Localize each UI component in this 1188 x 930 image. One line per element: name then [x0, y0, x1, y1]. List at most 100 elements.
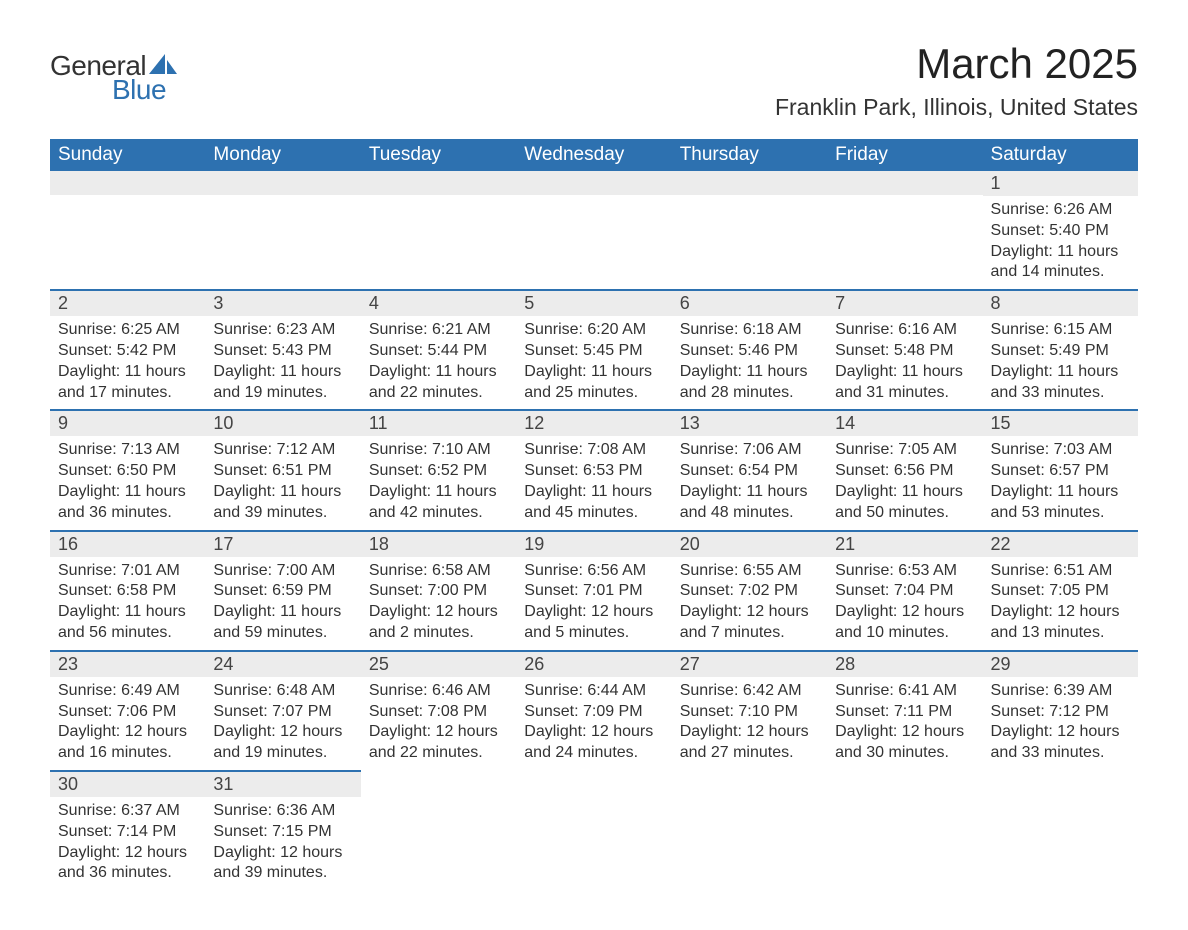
- day-number: [516, 171, 671, 195]
- location-text: Franklin Park, Illinois, United States: [775, 94, 1138, 121]
- day-details: Sunrise: 7:00 AMSunset: 6:59 PMDaylight:…: [205, 557, 360, 650]
- day-details: Sunrise: 7:05 AMSunset: 6:56 PMDaylight:…: [827, 436, 982, 529]
- calendar-day-cell: 26Sunrise: 6:44 AMSunset: 7:09 PMDayligh…: [516, 651, 671, 771]
- day-number: 12: [516, 411, 671, 436]
- day-details: Sunrise: 6:36 AMSunset: 7:15 PMDaylight:…: [205, 797, 360, 890]
- day-number: 15: [983, 411, 1138, 436]
- day-dl1: Daylight: 11 hours: [524, 482, 663, 503]
- day-dl2: and 39 minutes.: [213, 863, 352, 884]
- calendar-day-cell: 15Sunrise: 7:03 AMSunset: 6:57 PMDayligh…: [983, 410, 1138, 530]
- title-block: March 2025 Franklin Park, Illinois, Unit…: [775, 40, 1138, 121]
- day-details: [827, 795, 982, 805]
- day-number: 11: [361, 411, 516, 436]
- day-details: Sunrise: 7:03 AMSunset: 6:57 PMDaylight:…: [983, 436, 1138, 529]
- day-dl1: Daylight: 12 hours: [680, 602, 819, 623]
- calendar-day-cell: 16Sunrise: 7:01 AMSunset: 6:58 PMDayligh…: [50, 531, 205, 651]
- day-ss: Sunset: 5:49 PM: [991, 341, 1130, 362]
- day-details: Sunrise: 6:48 AMSunset: 7:07 PMDaylight:…: [205, 677, 360, 770]
- calendar-day-cell: 29Sunrise: 6:39 AMSunset: 7:12 PMDayligh…: [983, 651, 1138, 771]
- day-number: 9: [50, 411, 205, 436]
- day-dl1: Daylight: 12 hours: [213, 722, 352, 743]
- day-number: 29: [983, 652, 1138, 677]
- day-details: Sunrise: 7:13 AMSunset: 6:50 PMDaylight:…: [50, 436, 205, 529]
- day-sr: Sunrise: 6:18 AM: [680, 320, 819, 341]
- day-details: Sunrise: 7:01 AMSunset: 6:58 PMDaylight:…: [50, 557, 205, 650]
- calendar-week-row: 9Sunrise: 7:13 AMSunset: 6:50 PMDaylight…: [50, 410, 1138, 530]
- day-number: 19: [516, 532, 671, 557]
- day-details: Sunrise: 6:42 AMSunset: 7:10 PMDaylight:…: [672, 677, 827, 770]
- day-ss: Sunset: 6:51 PM: [213, 461, 352, 482]
- day-sr: Sunrise: 6:48 AM: [213, 681, 352, 702]
- day-dl2: and 36 minutes.: [58, 863, 197, 884]
- calendar-week-row: 16Sunrise: 7:01 AMSunset: 6:58 PMDayligh…: [50, 531, 1138, 651]
- day-dl1: Daylight: 12 hours: [680, 722, 819, 743]
- day-sr: Sunrise: 6:25 AM: [58, 320, 197, 341]
- day-header-row: Sunday Monday Tuesday Wednesday Thursday…: [50, 139, 1138, 171]
- day-details: Sunrise: 6:58 AMSunset: 7:00 PMDaylight:…: [361, 557, 516, 650]
- page-header: General Blue March 2025 Franklin Park, I…: [50, 40, 1138, 121]
- day-sr: Sunrise: 6:23 AM: [213, 320, 352, 341]
- day-ss: Sunset: 6:56 PM: [835, 461, 974, 482]
- day-dl2: and 14 minutes.: [991, 262, 1130, 283]
- day-dl1: Daylight: 11 hours: [680, 362, 819, 383]
- day-dl2: and 48 minutes.: [680, 503, 819, 524]
- day-sr: Sunrise: 6:16 AM: [835, 320, 974, 341]
- calendar-day-cell: 13Sunrise: 7:06 AMSunset: 6:54 PMDayligh…: [672, 410, 827, 530]
- calendar-day-cell: 20Sunrise: 6:55 AMSunset: 7:02 PMDayligh…: [672, 531, 827, 651]
- day-dl2: and 36 minutes.: [58, 503, 197, 524]
- day-details: [50, 195, 205, 205]
- day-ss: Sunset: 7:12 PM: [991, 702, 1130, 723]
- day-number: 10: [205, 411, 360, 436]
- day-number: [516, 771, 671, 795]
- day-ss: Sunset: 7:05 PM: [991, 581, 1130, 602]
- day-sr: Sunrise: 7:06 AM: [680, 440, 819, 461]
- day-dl1: Daylight: 11 hours: [213, 602, 352, 623]
- day-dl2: and 33 minutes.: [991, 383, 1130, 404]
- day-number: 13: [672, 411, 827, 436]
- day-dl2: and 7 minutes.: [680, 623, 819, 644]
- day-details: Sunrise: 6:23 AMSunset: 5:43 PMDaylight:…: [205, 316, 360, 409]
- day-number: 23: [50, 652, 205, 677]
- day-header: Sunday: [50, 139, 205, 171]
- day-dl2: and 59 minutes.: [213, 623, 352, 644]
- day-sr: Sunrise: 6:41 AM: [835, 681, 974, 702]
- day-number: 1: [983, 171, 1138, 196]
- day-sr: Sunrise: 7:12 AM: [213, 440, 352, 461]
- day-dl2: and 30 minutes.: [835, 743, 974, 764]
- calendar-day-cell: [827, 171, 982, 290]
- day-ss: Sunset: 7:04 PM: [835, 581, 974, 602]
- calendar-day-cell: 6Sunrise: 6:18 AMSunset: 5:46 PMDaylight…: [672, 290, 827, 410]
- calendar-day-cell: [672, 171, 827, 290]
- day-dl1: Daylight: 12 hours: [835, 602, 974, 623]
- calendar-day-cell: [827, 771, 982, 890]
- day-ss: Sunset: 6:59 PM: [213, 581, 352, 602]
- day-details: Sunrise: 6:49 AMSunset: 7:06 PMDaylight:…: [50, 677, 205, 770]
- day-number: 18: [361, 532, 516, 557]
- day-dl2: and 2 minutes.: [369, 623, 508, 644]
- day-number: 26: [516, 652, 671, 677]
- day-dl1: Daylight: 11 hours: [58, 362, 197, 383]
- day-dl1: Daylight: 11 hours: [991, 482, 1130, 503]
- day-sr: Sunrise: 7:03 AM: [991, 440, 1130, 461]
- day-sr: Sunrise: 7:08 AM: [524, 440, 663, 461]
- day-ss: Sunset: 7:09 PM: [524, 702, 663, 723]
- day-sr: Sunrise: 7:01 AM: [58, 561, 197, 582]
- calendar-table: Sunday Monday Tuesday Wednesday Thursday…: [50, 139, 1138, 890]
- day-sr: Sunrise: 6:51 AM: [991, 561, 1130, 582]
- day-number: [827, 771, 982, 795]
- day-dl2: and 17 minutes.: [58, 383, 197, 404]
- day-dl1: Daylight: 11 hours: [369, 482, 508, 503]
- day-sr: Sunrise: 6:20 AM: [524, 320, 663, 341]
- day-ss: Sunset: 7:06 PM: [58, 702, 197, 723]
- day-dl2: and 13 minutes.: [991, 623, 1130, 644]
- day-number: 8: [983, 291, 1138, 316]
- day-dl1: Daylight: 12 hours: [369, 602, 508, 623]
- calendar-day-cell: 14Sunrise: 7:05 AMSunset: 6:56 PMDayligh…: [827, 410, 982, 530]
- day-details: [516, 795, 671, 805]
- day-number: 5: [516, 291, 671, 316]
- day-ss: Sunset: 7:02 PM: [680, 581, 819, 602]
- day-dl2: and 27 minutes.: [680, 743, 819, 764]
- day-sr: Sunrise: 6:46 AM: [369, 681, 508, 702]
- day-ss: Sunset: 6:58 PM: [58, 581, 197, 602]
- day-sr: Sunrise: 7:00 AM: [213, 561, 352, 582]
